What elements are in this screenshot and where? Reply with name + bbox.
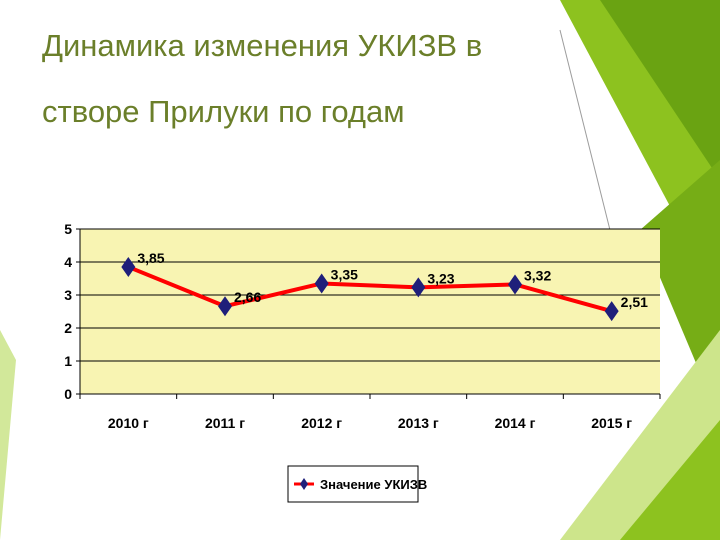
y-tick-label: 4 — [64, 254, 72, 270]
data-point-marker — [411, 277, 426, 298]
plot-area — [80, 229, 660, 394]
y-tick-label: 2 — [64, 320, 72, 336]
y-tick-label: 1 — [64, 353, 72, 369]
legend-marker-sample — [300, 478, 308, 490]
x-tick-label: 2010 г — [108, 415, 149, 431]
data-label: 3,85 — [137, 250, 164, 266]
data-label: 3,35 — [331, 266, 358, 282]
series-group: 3,85 2,66 3,35 3,23 3,32 2,51 — [121, 250, 648, 322]
x-tick-label: 2014 г — [495, 415, 536, 431]
green-shape-left — [0, 330, 16, 540]
data-point-marker — [218, 296, 232, 317]
y-tick-label: 5 — [64, 221, 72, 237]
gridlines — [80, 228, 660, 362]
green-shape-mid — [640, 160, 720, 420]
data-point-marker — [604, 301, 619, 322]
y-tick-label: 3 — [64, 287, 72, 303]
data-label: 2,66 — [234, 289, 261, 305]
x-tick-label: 2015 г — [591, 415, 632, 431]
data-point-marker — [121, 256, 136, 277]
slide-title-line-1: Динамика изменения УКИЗВ в — [42, 28, 483, 63]
data-label: 2,51 — [621, 294, 648, 310]
y-axis-ticks: 0 1 2 3 4 5 — [64, 221, 80, 402]
x-tick-label: 2013 г — [398, 415, 439, 431]
x-axis-ticks: 2010 г 2011 г 2012 г 2013 г 2014 г 2015 г — [79, 394, 661, 431]
y-tick-label: 0 — [64, 386, 72, 402]
data-point-marker — [314, 273, 329, 294]
data-point-marker — [508, 274, 522, 295]
legend: Значение УКИЗВ — [287, 465, 427, 503]
legend-label: Значение УКИЗВ — [320, 477, 427, 492]
x-tick-label: 2012 г — [301, 415, 342, 431]
slide-title-line-2: створе Прилуки по годам — [42, 94, 405, 129]
green-shape-dark — [600, 0, 720, 180]
green-shape-bottom — [620, 420, 720, 540]
series-line — [127, 265, 613, 314]
x-tick-label: 2011 г — [205, 415, 245, 431]
data-label: 3,23 — [427, 270, 454, 286]
data-label: 3,32 — [524, 267, 551, 283]
decor-line — [559, 29, 611, 231]
